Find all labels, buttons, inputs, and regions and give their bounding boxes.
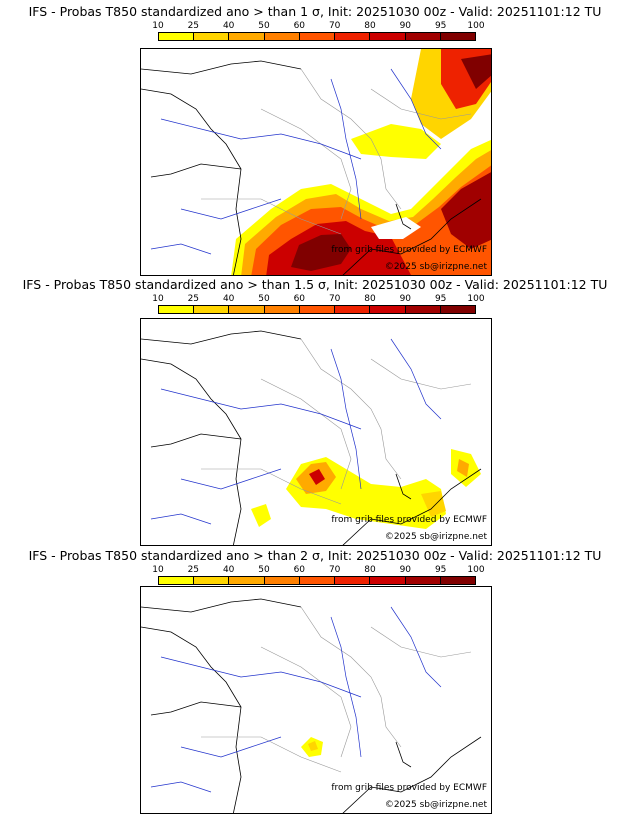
colorbar-ticks: 10 25 40 50 60 70 80 90 95 100	[152, 565, 484, 575]
panel-title: IFS - Probas T850 standardized ano > tha…	[28, 548, 602, 563]
coastlines	[141, 330, 482, 545]
colorbar-segment	[194, 33, 230, 40]
tick-label: 80	[364, 21, 376, 31]
copyright-credit: ©2025 sb@irizpne.net	[384, 800, 487, 810]
tick-label: 50	[258, 294, 270, 304]
colorbar-segment	[370, 577, 406, 584]
tick-label: 50	[258, 565, 270, 575]
colorbar-segment	[405, 577, 441, 584]
tick-label: 90	[399, 21, 412, 31]
colorbar-segment	[159, 33, 195, 40]
colorbar-segment	[299, 306, 336, 313]
colorbar-segment	[370, 33, 406, 40]
colorbar-segment	[370, 306, 406, 313]
colorbar-segment	[264, 33, 300, 40]
tick-label: 95	[434, 294, 447, 304]
colorbar-segment	[229, 306, 265, 313]
source-credit: from grib files provided by ECMWF	[331, 515, 487, 525]
tick-label: 70	[328, 21, 341, 31]
probability-field	[251, 449, 481, 529]
tick-label: 60	[293, 21, 306, 31]
tick-label: 25	[187, 294, 200, 304]
map-graphic	[141, 598, 482, 813]
colorbar-segment	[194, 306, 230, 313]
borders	[201, 68, 472, 235]
colorbar-segment	[264, 306, 300, 313]
tick-label: 40	[222, 21, 235, 31]
rivers	[150, 68, 442, 255]
tick-label: 25	[187, 21, 200, 31]
map-area: from grib files provided by ECMWF ©2025 …	[140, 318, 492, 546]
tick-label: 60	[293, 294, 306, 304]
tick-label: 90	[399, 565, 412, 575]
map-graphic	[141, 330, 482, 545]
colorbar-segment	[299, 577, 336, 584]
map-graphic	[141, 49, 491, 275]
tick-label: 10	[152, 294, 164, 304]
colorbar-segment	[440, 577, 475, 584]
tick-label: 10	[152, 21, 164, 31]
tick-label: 100	[467, 21, 485, 31]
coastlines	[141, 598, 482, 813]
colorbar-ticks: 10 25 40 50 60 70 80 90 95 100	[152, 21, 484, 31]
tick-label: 80	[364, 294, 376, 304]
tick-label: 60	[293, 565, 306, 575]
tick-label: 100	[467, 294, 485, 304]
colorbar-segment	[335, 577, 371, 584]
colorbar-segment	[229, 33, 265, 40]
copyright-credit: ©2025 sb@irizpne.net	[384, 532, 487, 542]
tick-label: 70	[328, 565, 341, 575]
colorbar	[158, 305, 476, 314]
tick-label: 70	[328, 294, 341, 304]
tick-label: 50	[258, 21, 270, 31]
probability-field	[301, 737, 323, 757]
panel-1sigma: IFS - Probas T850 standardized ano > tha…	[0, 4, 630, 276]
panel-2sigma: IFS - Probas T850 standardized ano > tha…	[0, 548, 630, 820]
tick-label: 95	[434, 565, 447, 575]
tick-label: 95	[434, 21, 447, 31]
colorbar-segment	[159, 577, 195, 584]
borders	[201, 606, 472, 773]
colorbar-segment	[440, 33, 475, 40]
colorbar-segment	[335, 33, 371, 40]
tick-label: 10	[152, 565, 164, 575]
tick-label: 80	[364, 565, 376, 575]
colorbar-segment	[335, 306, 371, 313]
probability-field	[231, 49, 491, 275]
colorbar-segment	[194, 577, 230, 584]
source-credit: from grib files provided by ECMWF	[331, 783, 487, 793]
borders	[201, 338, 472, 505]
rivers	[150, 606, 442, 793]
colorbar-segment	[405, 33, 441, 40]
panel-title: IFS - Probas T850 standardized ano > tha…	[22, 277, 608, 292]
colorbar	[158, 576, 476, 585]
rivers	[150, 338, 442, 525]
colorbar-segment	[299, 33, 336, 40]
tick-label: 90	[399, 294, 412, 304]
panel-1-5sigma: IFS - Probas T850 standardized ano > tha…	[0, 277, 630, 549]
tick-label: 40	[222, 294, 235, 304]
colorbar	[158, 32, 476, 41]
tick-label: 40	[222, 565, 235, 575]
panel-title: IFS - Probas T850 standardized ano > tha…	[28, 4, 602, 19]
tick-label: 25	[187, 565, 200, 575]
map-area: from grib files provided by ECMWF ©2025 …	[140, 48, 492, 276]
colorbar-segment	[440, 306, 475, 313]
coastlines	[141, 60, 482, 275]
tick-label: 100	[467, 565, 485, 575]
colorbar-segment	[229, 577, 265, 584]
colorbar-ticks: 10 25 40 50 60 70 80 90 95 100	[152, 294, 484, 304]
colorbar-segment	[159, 306, 195, 313]
source-credit: from grib files provided by ECMWF	[331, 245, 487, 255]
colorbar-segment	[264, 577, 300, 584]
colorbar-segment	[405, 306, 441, 313]
copyright-credit: ©2025 sb@irizpne.net	[384, 262, 487, 272]
map-area: from grib files provided by ECMWF ©2025 …	[140, 586, 492, 814]
